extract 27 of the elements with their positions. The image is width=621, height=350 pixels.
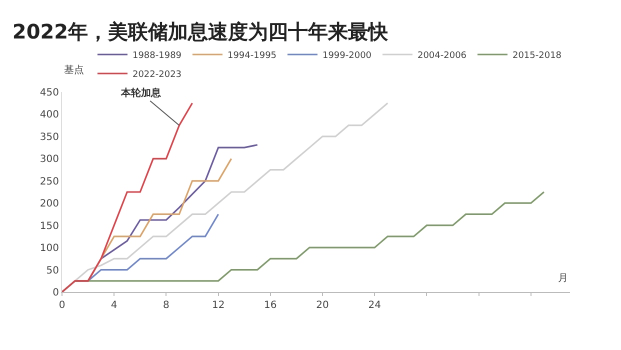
x-tick-label: 16 <box>264 300 277 311</box>
y-tick-label: 250 <box>40 176 59 188</box>
legend-label: 2004-2006 <box>417 51 467 62</box>
y-tick-label: 450 <box>40 88 59 98</box>
legend-label: 2015-2018 <box>512 51 562 62</box>
annotation: 本轮加息 <box>120 87 162 99</box>
y-tick-label: 100 <box>40 243 59 254</box>
y-tick-label: 50 <box>46 265 59 276</box>
y-tick-label: 350 <box>40 132 59 143</box>
y-tick-label: 150 <box>40 220 59 232</box>
x-tick-label: 8 <box>163 300 170 311</box>
x-axis-title: 月 <box>558 273 568 284</box>
legend-label: 1994-1995 <box>227 51 277 62</box>
x-tick-label: 4 <box>110 300 118 311</box>
x-tick-label: 20 <box>316 300 329 311</box>
x-tick-label: 12 <box>212 300 225 311</box>
y-tick-label: 300 <box>40 154 59 166</box>
x-tick-label: 24 <box>368 300 381 311</box>
y-tick-label: 0 <box>52 288 59 298</box>
chart-title: 2022年，美联储加息速度为四十年来最快 <box>12 20 390 44</box>
y-tick-label: 200 <box>40 198 59 210</box>
y-tick-label: 400 <box>40 110 59 121</box>
y-axis-title: 基点 <box>64 64 84 76</box>
legend-label: 1999-2000 <box>322 51 372 62</box>
line-series <box>62 102 194 292</box>
legend-label: 2022-2023 <box>132 70 182 80</box>
legend-label: 1988-1989 <box>132 51 182 62</box>
